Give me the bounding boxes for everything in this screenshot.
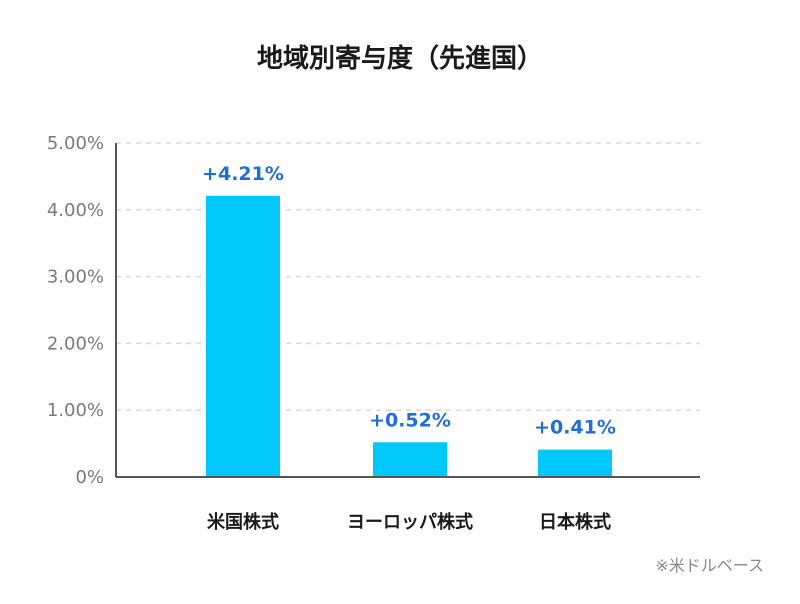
y-tick-label: 0%	[75, 467, 104, 488]
data-label: +4.21%	[202, 163, 284, 185]
x-tick-label: 日本株式	[539, 511, 611, 533]
x-tick-label: 米国株式	[207, 511, 279, 533]
x-tick-label: ヨーロッパ株式	[347, 511, 473, 533]
y-tick-label: 1.00%	[47, 400, 104, 421]
bar	[538, 449, 612, 477]
bars	[206, 195, 612, 477]
y-tick-label: 5.00%	[47, 133, 104, 154]
labels: 0% 1.00% 2.00% 3.00% 4.00% 5.00% +4.21% 米国株式 +0.…	[47, 133, 616, 533]
bar	[373, 442, 447, 477]
bar	[206, 195, 280, 477]
y-tick-label: 4.00%	[47, 200, 104, 221]
y-tick-label: 2.00%	[47, 333, 104, 354]
data-label: +0.41%	[534, 417, 616, 439]
axes	[115, 143, 700, 478]
currency-note: ※米ドルベース	[655, 556, 764, 575]
chart-title: 地域別寄与度（先進国）	[256, 44, 543, 74]
gridlines	[116, 142, 700, 411]
data-label: +0.52%	[369, 409, 451, 431]
y-tick-label: 3.00%	[47, 267, 104, 288]
